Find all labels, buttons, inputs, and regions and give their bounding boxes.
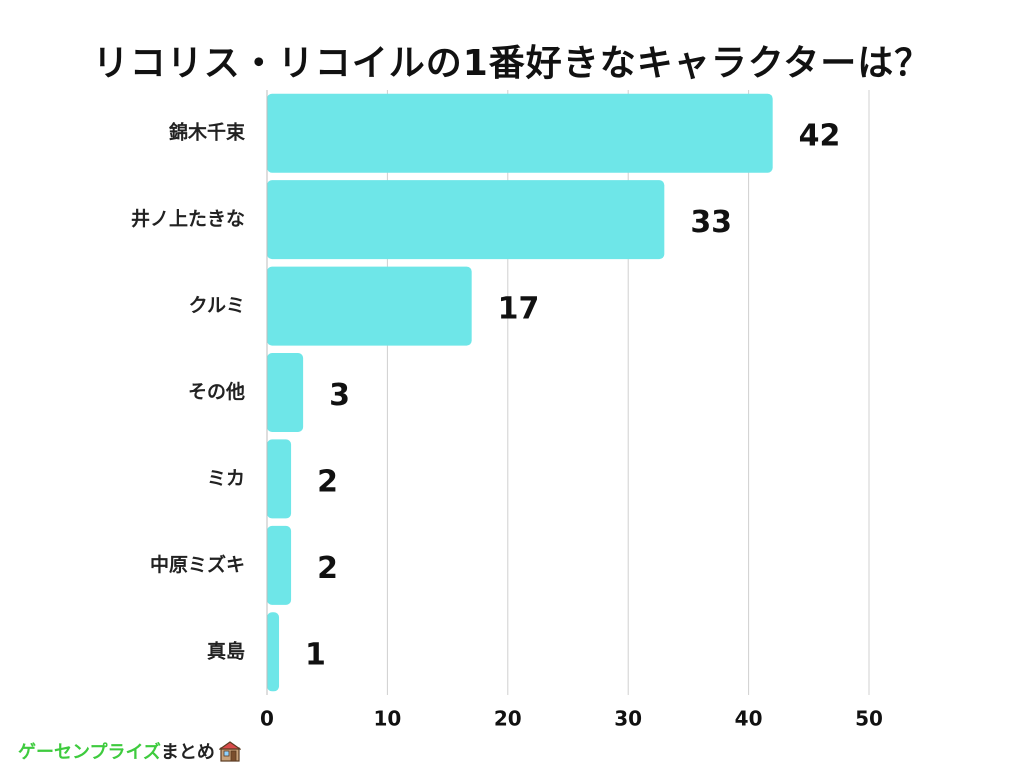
data-label: 2: [317, 551, 338, 586]
bar: [267, 93, 773, 173]
data-label: 33: [690, 205, 732, 240]
bar: [267, 180, 665, 260]
x-tick-label: 30: [614, 707, 642, 731]
x-tick-label: 40: [735, 707, 763, 731]
bar: [267, 525, 292, 605]
brand-footer: ゲーセンプライズまとめ: [18, 736, 241, 766]
category-label: ミカ: [207, 467, 245, 489]
shop-icon: [218, 741, 241, 762]
bar: [267, 612, 280, 692]
category-label: その他: [188, 380, 245, 403]
x-tick-label: 20: [494, 707, 522, 731]
brand-text-segment: ゲーセンプライズ: [18, 742, 161, 763]
brand-text-segment: まとめ: [160, 742, 215, 763]
data-label: 42: [799, 119, 841, 154]
data-label: 17: [498, 292, 540, 327]
data-label: 1: [305, 637, 326, 672]
bar: [267, 266, 472, 346]
x-tick-label: 0: [260, 707, 274, 731]
category-label: 錦木千束: [169, 121, 246, 144]
bar: [267, 353, 304, 432]
category-label: 井ノ上たきな: [131, 208, 245, 230]
data-label: 3: [329, 378, 350, 413]
category-label: 中原ミズキ: [150, 553, 245, 576]
bar: [267, 439, 292, 519]
chart-title: リコリス・リコイルの1番好きなキャラクターは？: [92, 43, 932, 84]
x-tick-label: 50: [855, 707, 883, 731]
brand-logo-text: ゲーセンプライズまとめ: [18, 738, 215, 764]
data-label: 2: [317, 464, 338, 499]
category-label: 真島: [207, 639, 245, 662]
category-label: クルミ: [189, 295, 245, 317]
x-tick-label: 10: [373, 707, 401, 731]
